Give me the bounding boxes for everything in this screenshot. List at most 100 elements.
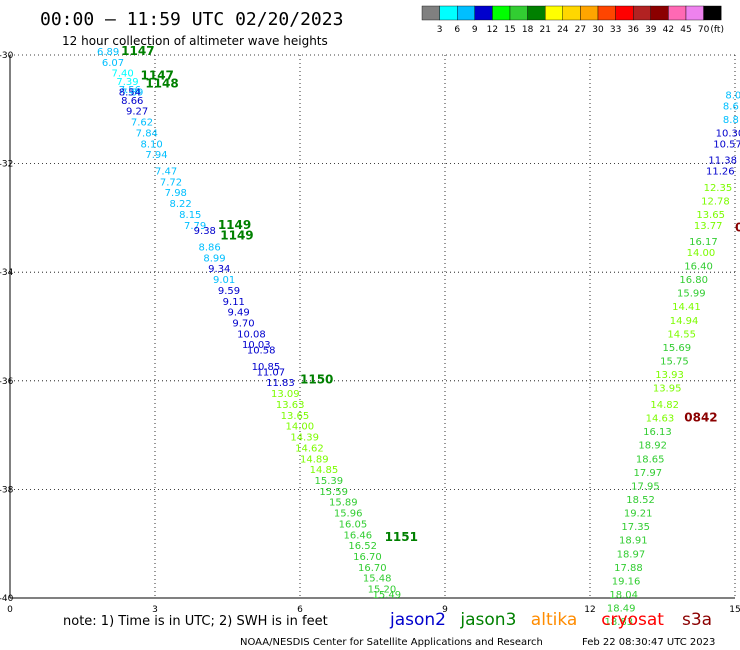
pass-time-label: 0 xyxy=(735,220,740,234)
colorbar-swatch xyxy=(527,5,546,21)
colorbar-swatch xyxy=(615,5,634,21)
swh-data-point: 18.65 xyxy=(636,454,665,465)
swh-data-point: 15.89 xyxy=(329,498,358,509)
y-tick-label: -38 xyxy=(0,485,14,495)
swh-data-point: 15.96 xyxy=(334,509,363,520)
x-tick-label: 12 xyxy=(584,605,595,615)
x-tick-label: 3 xyxy=(152,605,158,615)
swh-data-point: 19.16 xyxy=(612,576,641,587)
pass-time-label: 1148 xyxy=(145,77,178,91)
swh-data-point: 15.20 xyxy=(368,585,397,596)
swh-data-point: 13.65 xyxy=(281,411,310,422)
swh-data-point: 11.38 xyxy=(708,156,737,167)
colorbar-label: 9 xyxy=(472,25,478,35)
swh-data-point: 14.89 xyxy=(300,454,329,465)
swh-data-point: 18.83 xyxy=(605,617,634,628)
y-tick-label: -40 xyxy=(0,594,14,604)
x-tick-label: 15 xyxy=(729,605,740,615)
x-tick-label: 9 xyxy=(442,605,448,615)
legend-jason3: jason3 xyxy=(459,610,516,630)
swh-data-point: 8.86 xyxy=(199,242,221,253)
colorbar-label: 27 xyxy=(575,25,586,35)
swh-data-point: 8.54 xyxy=(119,88,141,99)
pass-time-label: 1149 xyxy=(220,229,253,243)
pass-time-label: 1147 xyxy=(121,44,154,58)
colorbar-swatch xyxy=(668,5,687,21)
swh-data-point: 15.69 xyxy=(663,343,692,354)
swh-data-point: 16.70 xyxy=(353,552,382,563)
colorbar-swatch xyxy=(421,5,440,21)
swh-data-point: 7.72 xyxy=(160,177,182,188)
footnote: note: 1) Time is in UTC; 2) SWH is in fe… xyxy=(63,614,328,629)
chart-subtitle: 12 hour collection of altimeter wave hei… xyxy=(62,34,328,48)
swh-data-point: 9.49 xyxy=(228,308,250,319)
colorbar-label: 3 xyxy=(437,25,443,35)
swh-data-point: 14.94 xyxy=(670,316,699,327)
swh-data-point: 14.41 xyxy=(672,302,701,313)
colorbar-swatch xyxy=(439,5,458,21)
swh-data-point: 14.63 xyxy=(646,414,675,425)
swh-data-point: 7.94 xyxy=(145,150,167,161)
swh-data-point: 11.83 xyxy=(266,378,295,389)
swh-data-point: 6.89 xyxy=(97,47,119,58)
pass-time-label: 1151 xyxy=(385,530,418,544)
swh-data-point: 18.52 xyxy=(626,495,655,506)
swh-data-point: 8.0 xyxy=(725,90,740,101)
colorbar-swatch xyxy=(703,5,722,21)
swh-data-point: 19.21 xyxy=(624,509,653,520)
swh-data-point: 16.17 xyxy=(689,237,718,248)
swh-data-point: 13.93 xyxy=(655,370,684,381)
pass-time-label: 1147 xyxy=(141,68,174,82)
swh-data-point: 16.52 xyxy=(348,541,377,552)
colorbar-swatch xyxy=(580,5,599,21)
swh-data-point: 13.09 xyxy=(271,389,300,400)
colorbar-swatch xyxy=(474,5,493,21)
colorbar-label: 15 xyxy=(504,25,515,35)
swh-data-point: 6.07 xyxy=(102,58,124,69)
swh-data-point: 15.99 xyxy=(677,289,706,300)
colorbar-swatch xyxy=(509,5,528,21)
swh-data-point: 13.65 xyxy=(696,210,725,221)
swh-data-point: 8.8 xyxy=(723,115,739,126)
legend-cryosat: cryosat xyxy=(601,610,664,630)
colorbar-label: 45 xyxy=(680,25,691,35)
swh-data-point: 7.40 xyxy=(112,69,134,80)
swh-data-point: 10.30 xyxy=(716,128,740,139)
pass-time-label: 1150 xyxy=(300,373,333,387)
swh-data-point: 15.49 xyxy=(373,590,402,601)
swh-data-point: 9.01 xyxy=(213,275,235,286)
swh-data-point: 16.40 xyxy=(684,261,713,272)
swh-data-point: 9.70 xyxy=(232,319,254,330)
swh-data-point: 8.15 xyxy=(179,210,201,221)
swh-data-point: 16.05 xyxy=(339,519,368,530)
y-tick-label: -36 xyxy=(0,377,14,387)
x-tick-label: 0 xyxy=(7,605,13,615)
x-tick-label: 6 xyxy=(297,605,303,615)
colorbar-swatch xyxy=(545,5,564,21)
colorbar-label: 70 xyxy=(698,25,710,35)
swh-data-point: 7.89 xyxy=(121,88,143,99)
generated-timestamp: Feb 22 08:30:47 UTC 2023 xyxy=(582,637,715,648)
colorbar-label: 33 xyxy=(610,25,621,35)
swh-data-point: 13.63 xyxy=(276,400,305,411)
swh-data-point: 13.95 xyxy=(653,384,682,395)
swh-data-point: 18.49 xyxy=(607,604,636,615)
colorbar-label: 42 xyxy=(663,25,674,35)
colorbar-unit: (ft) xyxy=(710,25,724,35)
swh-data-point: 14.00 xyxy=(687,248,716,259)
swh-data-point: 18.91 xyxy=(619,536,648,547)
colorbar-label: 21 xyxy=(539,25,550,35)
swh-data-point: 7.79 xyxy=(184,221,206,232)
swh-data-point: 9.11 xyxy=(223,297,245,308)
swh-data-point: 16.70 xyxy=(358,563,387,574)
credit-text: NOAA/NESDIS Center for Satellite Applica… xyxy=(240,637,543,648)
swh-data-point: 10.08 xyxy=(237,329,266,340)
swh-data-point: 8.66 xyxy=(121,96,143,107)
legend-s3a: s3a xyxy=(682,610,712,630)
colorbar-swatch xyxy=(650,5,669,21)
swh-data-point: 9.38 xyxy=(194,226,216,237)
legend-altika: altika xyxy=(531,610,578,630)
swh-data-point: 8.10 xyxy=(141,139,163,150)
swh-data-point: 15.75 xyxy=(660,357,689,368)
